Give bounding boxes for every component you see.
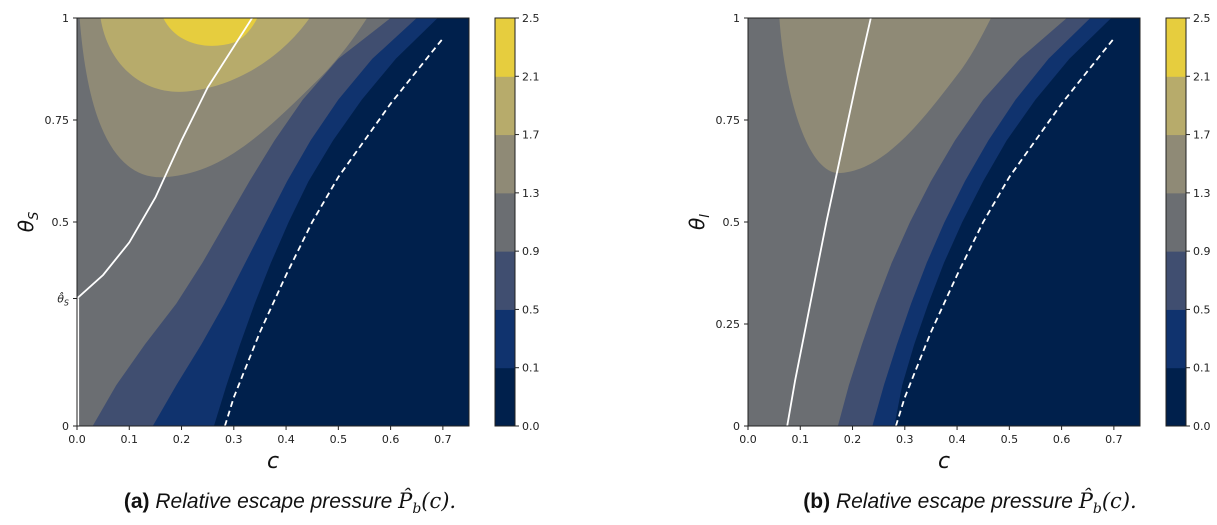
colorbar-tick-label: 1.3	[522, 187, 540, 200]
x-tick-label: 0.1	[792, 433, 810, 446]
colorbar-segment	[1166, 251, 1186, 310]
x-tick-label: 0.4	[948, 433, 966, 446]
dashed-boundary-line	[895, 37, 1115, 426]
caption-math-tail: (c).	[1102, 489, 1137, 513]
colorbar-frame	[494, 17, 516, 427]
x-tick-label: 0.4	[277, 433, 295, 446]
colorbar-segment	[1166, 76, 1186, 136]
colorbar-tick-label: 2.5	[1193, 12, 1211, 25]
band-1.7-2.1	[100, 18, 310, 92]
caption-label: (a)	[124, 490, 156, 513]
x-tick-label: 0.1	[121, 433, 139, 446]
colorbar-frame	[1165, 17, 1187, 427]
colorbar-tick-label: 0.0	[1193, 420, 1211, 433]
x-tick-label: 0.3	[225, 433, 243, 446]
colorbar: 0.0 0.1 0.5 0.9 1.3 1.7 2.1 2.5	[1165, 12, 1211, 433]
band-0.0-0.1	[213, 18, 469, 426]
caption: (b) Relative escape pressure P̂b(c).	[803, 489, 1136, 517]
colorbar-tick-label: 0.0	[522, 420, 540, 433]
band-2.1-2.5	[163, 18, 258, 46]
tick-theta: θ̂	[57, 291, 64, 305]
y-tick-label: 0.75	[716, 114, 741, 127]
x-tick-label: 0.5	[330, 433, 348, 446]
y-tick-label: θ̂S	[57, 291, 69, 307]
x-tick-label: 0.6	[1053, 433, 1071, 446]
y-axis-subscript: I	[698, 214, 713, 218]
x-tick-label: 0.3	[896, 433, 914, 446]
y-tick-label: 0	[733, 420, 740, 433]
colorbar-segment	[495, 251, 515, 310]
y-axis-symbol: θ	[685, 218, 709, 230]
y-tick-label: 1	[733, 12, 740, 25]
x-tick-label: 0.6	[382, 433, 400, 446]
caption-label: (b)	[803, 490, 836, 513]
y-axis-label: θI	[685, 214, 713, 230]
x-tick-label: 0.7	[1105, 433, 1123, 446]
colorbar-segment	[1166, 367, 1186, 427]
colorbar-segment	[1166, 18, 1186, 77]
x-tick-label: 0.7	[434, 433, 452, 446]
colorbar-tick-label: 2.5	[522, 12, 540, 25]
y-tick-label: 0.5	[723, 216, 741, 229]
x-axis-label: c	[267, 449, 279, 474]
colorbar-segment	[495, 309, 515, 369]
colorbar-tick-label: 2.1	[522, 70, 540, 83]
panel-a: 0.0 0.1 0.2 0.3 0.4 0.5 0.6 0.70θ̂S0.50.751cθS0…	[14, 12, 540, 517]
caption-math: P̂	[397, 489, 413, 513]
colorbar-segment	[495, 18, 515, 77]
colorbar-tick-label: 1.7	[1193, 129, 1211, 142]
x-tick-label: 0.0	[68, 433, 86, 446]
colorbar-tick-label: 0.1	[1193, 362, 1211, 375]
plot-area	[77, 18, 469, 426]
colorbar-tick-label: 0.9	[1193, 245, 1211, 258]
y-tick-label: 1	[62, 12, 69, 25]
x-tick-label: 0.5	[1001, 433, 1019, 446]
tick-sub: S	[64, 299, 69, 308]
colorbar-tick-label: 0.5	[1193, 303, 1211, 316]
y-tick-label: 0	[62, 420, 69, 433]
y-axis-symbol: θ	[14, 220, 38, 232]
colorbar-tick-label: 2.1	[1193, 70, 1211, 83]
colorbar-segment	[495, 192, 515, 252]
colorbar: 0.0 0.1 0.5 0.9 1.3 1.7 2.1 2.5	[494, 12, 540, 433]
colorbar-tick-label: 0.1	[522, 362, 540, 375]
caption-text: Relative escape pressure	[836, 490, 1079, 513]
caption-math-sub: b	[1093, 501, 1102, 517]
band-0.0-0.1	[894, 18, 1140, 426]
colorbar-segment	[495, 367, 515, 427]
colorbar-segment	[1166, 134, 1186, 194]
caption-text: Relative escape pressure	[155, 490, 398, 513]
caption-math-sub: b	[412, 501, 421, 517]
y-tick-label: 0.5	[52, 216, 70, 229]
colorbar-segment	[495, 76, 515, 136]
solid-boundary-line	[77, 18, 253, 300]
panel-b: 0.0 0.1 0.2 0.3 0.4 0.5 0.6 0.7 0 0.25 0.5 0.75 1 c θI…	[685, 12, 1211, 517]
y-tick-label: 0.75	[45, 114, 70, 127]
caption-math: P̂	[1078, 489, 1094, 513]
y-axis-subscript: S	[27, 212, 42, 220]
x-tick-label: 0.0	[739, 433, 757, 446]
colorbar-tick-label: 1.7	[522, 129, 540, 142]
colorbar-tick-label: 0.5	[522, 303, 540, 316]
colorbar-tick-label: 1.3	[1193, 187, 1211, 200]
caption-math-tail: (c).	[421, 489, 456, 513]
band-1.3-1.7	[779, 18, 992, 174]
colorbar-segment	[1166, 309, 1186, 369]
colorbar-tick-label: 0.9	[522, 245, 540, 258]
y-axis-label: θS	[14, 212, 42, 233]
colorbar-segment	[1166, 192, 1186, 252]
panels: 0.0 0.1 0.2 0.3 0.4 0.5 0.6 0.70θ̂S0.50.751cθS0…	[14, 12, 1211, 517]
y-tick-label: 0.25	[716, 318, 741, 331]
plot-area	[748, 18, 1140, 426]
x-axis-label: c	[938, 449, 950, 474]
x-tick-label: 0.2	[173, 433, 191, 446]
colorbar-segment	[495, 134, 515, 194]
dashed-boundary-line	[224, 37, 444, 426]
solid-boundary-line	[786, 18, 872, 426]
caption: (a) Relative escape pressure P̂b(c).	[124, 489, 456, 517]
x-tick-label: 0.2	[844, 433, 862, 446]
